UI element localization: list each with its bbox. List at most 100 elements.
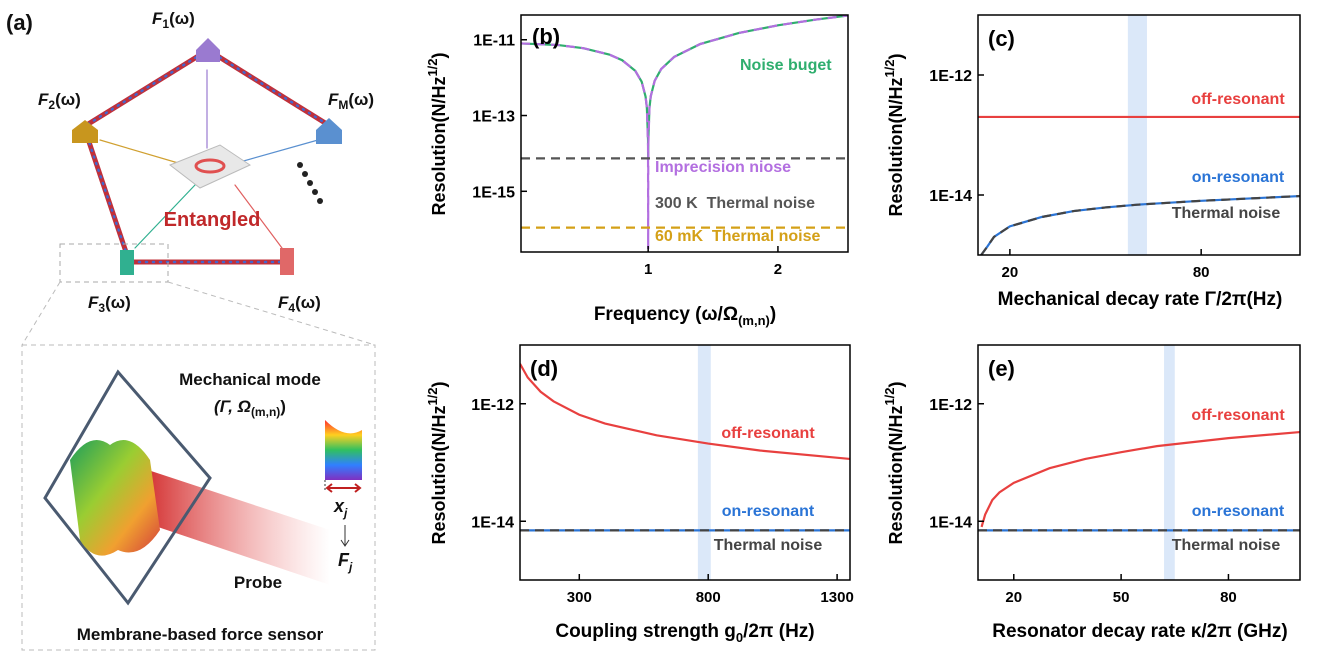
y-tick-label: 1E-14 <box>929 188 972 205</box>
axis-title-part: 1/2 <box>882 387 897 405</box>
axis-title-part: Resolution(N/Hz <box>886 78 906 217</box>
x-axis-title: Coupling strength g0/2π (Hz) <box>555 621 814 645</box>
arrow <box>234 184 283 249</box>
x-tick-label: 300 <box>567 589 592 606</box>
series-label: Noise buget <box>740 57 832 74</box>
y-tick-label: 1E-15 <box>472 184 515 201</box>
axis-title-part: Resolution(N/Hz <box>886 406 906 545</box>
axis-title-part: 0 <box>736 630 743 645</box>
x-tick-label: 800 <box>696 589 721 606</box>
probe-beam <box>148 470 330 585</box>
y-axis-title: Resolution(N/Hz1/2) <box>425 381 449 544</box>
network <box>21 38 376 651</box>
chart-panel: 1E-11 1E-13 1E-15 1 2 (b) Noise buget Imprecisi… <box>472 14 849 278</box>
series-label: off-resonant <box>721 425 815 442</box>
symbol: F <box>328 90 339 109</box>
symbol: F <box>338 550 350 570</box>
displacement: xj <box>333 496 348 520</box>
axis-title-part: Resolution(N/Hz <box>429 77 449 216</box>
series-line <box>980 194 1300 255</box>
subscript: 3 <box>98 301 105 315</box>
subscript: 1 <box>162 17 169 31</box>
link-label: Entangled <box>164 209 261 231</box>
x-tick-label: 1 <box>644 261 652 278</box>
argument: (ω) <box>105 293 131 312</box>
plot-frame <box>977 344 1301 581</box>
argument: (ω) <box>348 90 374 109</box>
x-axis-title: Mechanical decay rate Γ/2π(Hz) <box>998 289 1283 310</box>
x-axis-title: Frequency (ω/Ω(m,n)) <box>594 304 776 328</box>
subscript: 4 <box>288 301 295 315</box>
arrow-down <box>340 525 350 547</box>
y-axis-title: Resolution(N/Hz1/2) <box>882 53 906 216</box>
x-tick-label: 80 <box>1220 589 1237 606</box>
mode-shape <box>325 420 362 480</box>
params: (Γ, Ω <box>214 397 251 416</box>
x-tick-label: 20 <box>1005 589 1022 606</box>
house <box>316 118 342 144</box>
symbol: F <box>278 293 289 312</box>
y-tick-label: 1E-12 <box>471 397 514 414</box>
plot-frame <box>977 14 1301 256</box>
series-label: Thermal noise <box>1172 537 1281 554</box>
axis-title-part: 1/2 <box>425 387 440 405</box>
ring <box>194 158 226 174</box>
series-label: off-resonant <box>1191 91 1285 108</box>
symbol: F <box>38 90 49 109</box>
series-line <box>980 430 1300 528</box>
y-tick-label: 1E-14 <box>929 514 972 531</box>
subscript: j <box>342 506 348 520</box>
membrane-frame <box>43 369 212 606</box>
highlight-band <box>1164 345 1175 580</box>
axis-title-part: Coupling strength g <box>555 621 735 642</box>
axis-title-part: 1/2 <box>425 58 440 76</box>
axis-title-part: ) <box>429 381 449 387</box>
y-tick-label: 1E-12 <box>929 68 972 85</box>
series-label: Thermal noise <box>1172 205 1281 222</box>
ellipsis <box>297 162 323 204</box>
force: Fj <box>338 550 353 574</box>
panel-label: (c) <box>988 26 1015 51</box>
y-tick-label: 1E-13 <box>472 109 515 126</box>
series-label: on-resonant <box>1192 169 1285 186</box>
panel-label: (d) <box>530 356 558 381</box>
chart-panel: 1E-12 1E-14 20 80 (c) off-resonant on-resonant… <box>929 14 1301 281</box>
panel-label: (e) <box>988 356 1015 381</box>
y-tick-label: 1E-14 <box>471 514 514 531</box>
series-label: on-resonant <box>722 503 815 520</box>
arrow <box>134 184 196 249</box>
arrow <box>99 139 186 166</box>
x-tick-label: 1300 <box>820 589 853 606</box>
x-tick-label: 20 <box>1002 264 1019 281</box>
building <box>120 250 134 275</box>
series-line <box>521 15 848 159</box>
x-tick-label: 2 <box>774 261 782 278</box>
caption: Membrane-based force sensor <box>77 625 324 644</box>
node-label: F2(ω) <box>38 90 81 112</box>
axis-title-part: /2π (Hz) <box>743 621 815 642</box>
displacement-arrow <box>325 483 362 493</box>
x-axis-title: Resonator decay rate κ/2π (GHz) <box>992 621 1287 642</box>
series-line <box>520 363 850 461</box>
axis-title-part: ) <box>429 52 449 58</box>
subscript: M <box>338 98 348 112</box>
subscript: 2 <box>48 98 55 112</box>
series-label: 60 mK Thermal noise <box>655 228 820 245</box>
probe-label: Probe <box>234 573 282 592</box>
argument: (ω) <box>55 90 81 109</box>
node-label: FM(ω) <box>328 90 374 112</box>
series-label: on-resonant <box>1192 503 1285 520</box>
sensor-box <box>21 344 376 651</box>
plot-frame <box>520 14 849 253</box>
params-end: ) <box>280 397 286 416</box>
series-label: Imprecision niose <box>655 159 791 176</box>
building <box>280 248 294 275</box>
series-line <box>521 15 848 250</box>
argument: (ω) <box>295 293 321 312</box>
panel-label: (a) <box>6 10 33 35</box>
entangled-link-dots <box>83 48 332 264</box>
argument: (ω) <box>169 9 195 28</box>
mode-params: (Γ, Ω(m,n)) <box>214 397 286 419</box>
panel-label: (b) <box>532 24 560 49</box>
